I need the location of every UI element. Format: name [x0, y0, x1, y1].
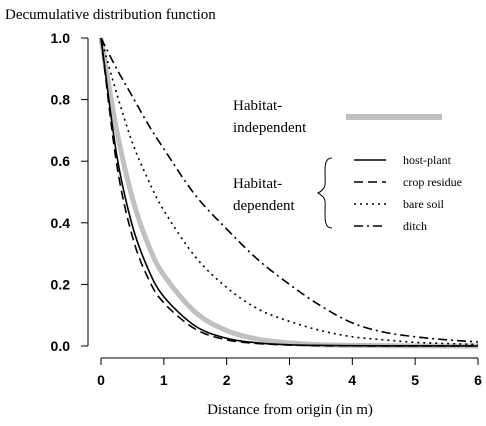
legend-dependent-label-line1: Habitat- [233, 176, 282, 192]
legend-independent-label-line1: Habitat- [233, 98, 282, 114]
y-tick-label: 0.4 [51, 215, 71, 231]
x-tick-label: 2 [223, 372, 231, 388]
legend: Habitat- independent Habitat- dependent … [233, 98, 462, 233]
y-tick-label: 0.2 [51, 276, 71, 292]
legend-label-ditch: ditch [403, 219, 427, 233]
series-line-crop-residue [100, 37, 479, 347]
x-tick-label: 1 [160, 372, 168, 388]
legend-items: host-plant crop residue bare soil ditch [354, 153, 462, 233]
legend-label-crop-residue: crop residue [403, 175, 462, 189]
legend-independent-label-line2: independent [233, 120, 307, 136]
legend-label-host-plant: host-plant [403, 153, 452, 167]
x-tick-label: 0 [97, 372, 105, 388]
legend-label-bare-soil: bare soil [403, 197, 445, 211]
y-tick-label: 0.6 [51, 153, 71, 169]
y-tick-label: 1.0 [51, 30, 71, 46]
x-tick-label: 5 [411, 372, 419, 388]
chart-title: Decumulative distribution function [5, 7, 216, 23]
axes: 0.0 0.2 0.4 0.6 0.8 1.0 0 1 2 3 4 5 6 [51, 30, 483, 388]
series-line-habitat-independent [98, 37, 479, 349]
plot-lines [98, 37, 479, 349]
y-tick-label: 0.0 [51, 338, 71, 354]
legend-brace [316, 157, 333, 229]
x-axis-label: Distance from origin (in m) [207, 402, 373, 418]
series-line-host-plant [100, 37, 479, 347]
x-tick-label: 6 [474, 372, 482, 388]
legend-dependent-label-line2: dependent [233, 198, 295, 214]
x-tick-label: 3 [286, 372, 294, 388]
x-tick-label: 4 [348, 372, 356, 388]
series-line-ditch [100, 37, 479, 343]
y-tick-label: 0.8 [51, 92, 71, 108]
series-line-bare-soil [100, 37, 479, 346]
